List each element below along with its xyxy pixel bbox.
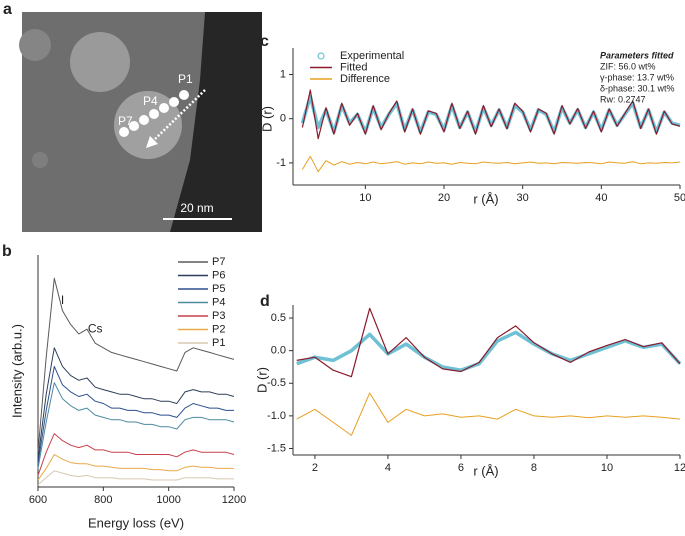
- particle: [32, 152, 48, 168]
- probe-point: [119, 127, 129, 137]
- x-tick-label: 10: [601, 462, 613, 474]
- probe-point: [139, 115, 149, 125]
- x-axis-label: r (Å): [473, 463, 498, 478]
- annotation: Parameters fitted: [600, 50, 674, 60]
- legend-label: Fitted: [340, 61, 368, 73]
- point-label: P1: [178, 72, 193, 86]
- probe-points: [119, 90, 189, 137]
- vacuum-region: [170, 12, 262, 232]
- arrow-head: [146, 136, 158, 148]
- annotation: ZIF: 56.0 wt%: [600, 61, 656, 71]
- series-line: [37, 347, 235, 460]
- y-axis-label: D (r): [259, 106, 274, 132]
- series-line: [301, 89, 681, 140]
- y-tick-label: -1.0: [267, 410, 286, 422]
- series-line: [37, 433, 235, 476]
- x-tick-label: 800: [94, 494, 112, 506]
- y-axis-label: Intensity (arb.u.): [9, 324, 24, 418]
- series-line: [37, 365, 234, 464]
- x-tick-label: 20: [438, 192, 450, 204]
- series-line: [37, 470, 234, 486]
- probe-point: [149, 109, 159, 119]
- particle: [70, 32, 130, 92]
- scan-arrow: [151, 89, 206, 143]
- annotation: Rw: 0.2747: [600, 94, 646, 104]
- panel-label: a: [3, 1, 12, 18]
- x-axis-label: r (Å): [473, 191, 498, 206]
- series-line: [37, 454, 234, 481]
- legend-label: Difference: [340, 73, 390, 85]
- legend-marker: [317, 52, 325, 60]
- y-tick-label: 0.5: [271, 312, 286, 324]
- chart: c r (Å) D (r) 10 20 30 40 50 -1 0 1 ExperimentalFit…: [259, 33, 685, 206]
- x-axis-label: Energy loss (eV): [88, 515, 184, 530]
- y-tick-label: 0.0: [271, 345, 286, 357]
- probe-point: [179, 90, 189, 100]
- x-tick-label: 600: [29, 494, 47, 506]
- point-label: P4: [143, 94, 158, 108]
- legend-label: P1: [212, 337, 225, 349]
- legend-label: P2: [212, 323, 225, 335]
- probe-point: [159, 103, 169, 113]
- x-tick-label: 10: [359, 192, 371, 204]
- series-line: [37, 382, 235, 469]
- y-axis-label: D (r): [254, 367, 269, 393]
- point-label: P7: [118, 114, 133, 128]
- chart: d r (Å) D (r) 2 4 6 8 10 12 -1.5 -1.0 -0.5 0.0 0.5: [254, 293, 685, 478]
- annotation: I: [61, 293, 64, 307]
- x-tick-label: 2: [312, 462, 318, 474]
- x-tick-label: 4: [385, 462, 391, 474]
- legend-label: P3: [212, 310, 225, 322]
- y-tick-label: 0: [280, 113, 286, 125]
- x-tick-label: 50: [674, 192, 685, 204]
- y-tick-label: 1: [280, 68, 286, 80]
- x-tick-label: 12: [674, 462, 685, 474]
- y-tick-label: -0.5: [267, 377, 286, 389]
- series-line: [296, 392, 681, 436]
- x-tick-label: 40: [595, 192, 607, 204]
- y-tick-label: -1.5: [267, 442, 286, 454]
- panel-label: d: [260, 293, 270, 310]
- particle: [19, 29, 51, 61]
- panel-a: a P1 P4 P7 20 nm: [3, 1, 262, 232]
- legend-label: Experimental: [340, 50, 404, 62]
- probe-point: [169, 97, 179, 107]
- legend-label: P6: [212, 269, 225, 281]
- panel-label: b: [2, 243, 12, 260]
- annotation: Cs: [88, 321, 103, 335]
- legend-label: P7: [212, 256, 225, 268]
- x-tick-label: 1200: [222, 494, 246, 506]
- panel-label: c: [260, 33, 269, 50]
- annotation: δ-phase: 30.1 wt%: [600, 83, 675, 93]
- chart: b Energy loss (eV) Intensity (arb.u.) 600 80…: [2, 243, 246, 530]
- annotation: γ-phase: 13.7 wt%: [600, 72, 674, 82]
- series-line: [37, 277, 235, 453]
- series-line: [301, 155, 681, 173]
- legend-label: P4: [212, 296, 225, 308]
- x-tick-label: 30: [517, 192, 529, 204]
- x-tick-label: 6: [458, 462, 464, 474]
- scale-bar-label: 20 nm: [180, 201, 213, 215]
- legend-label: P5: [212, 283, 225, 295]
- probe-point: [129, 121, 139, 131]
- x-tick-label: 8: [531, 462, 537, 474]
- y-tick-label: -1: [276, 157, 286, 169]
- series-line: [296, 307, 681, 378]
- x-tick-label: 1000: [156, 494, 180, 506]
